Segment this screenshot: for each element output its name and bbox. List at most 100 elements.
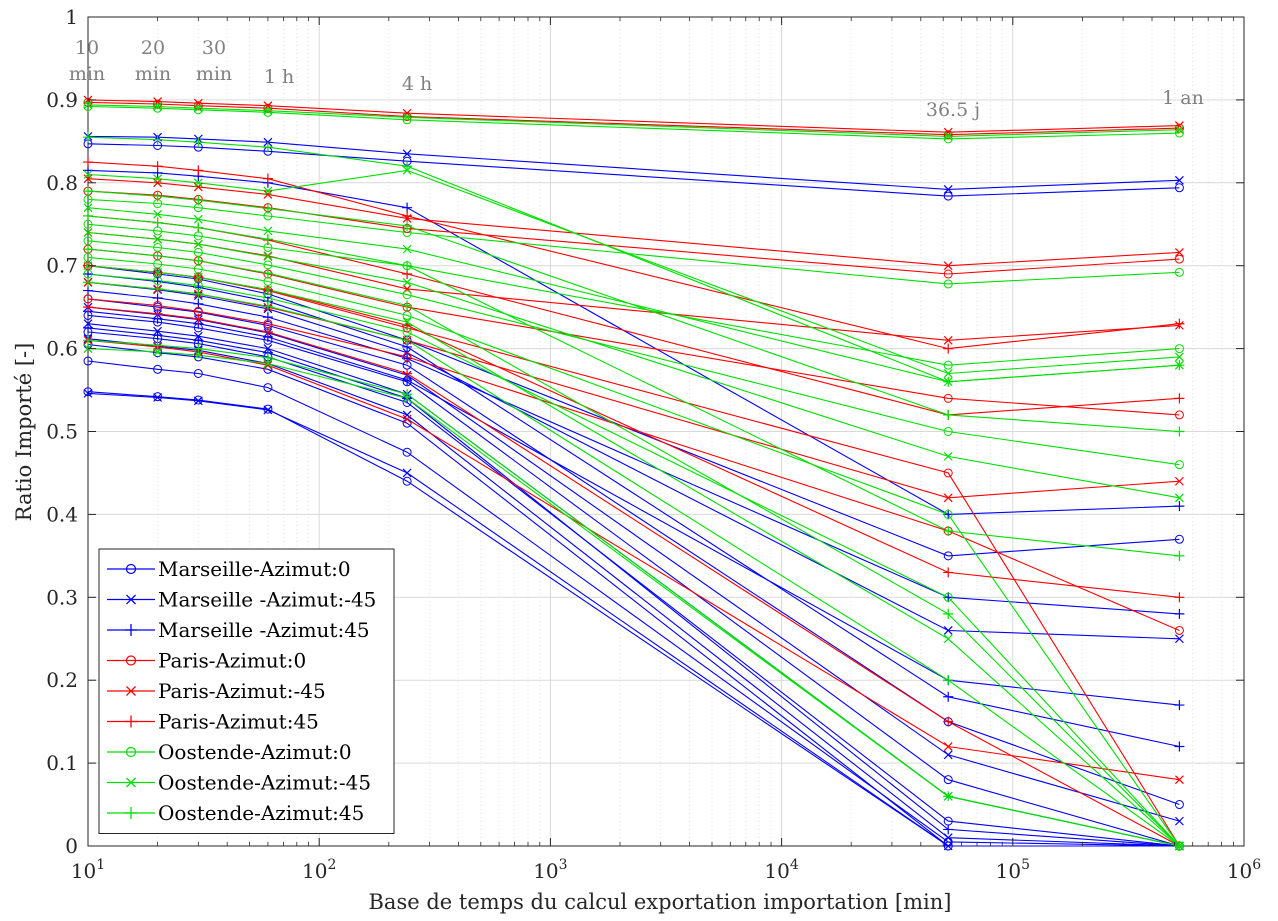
data-point	[943, 127, 953, 137]
data-point	[1174, 816, 1184, 826]
data-point	[83, 100, 93, 110]
data-point	[943, 409, 954, 420]
data-point	[943, 841, 953, 851]
annotation-label: 1 h	[264, 66, 294, 88]
data-point	[943, 824, 954, 835]
data-point	[193, 103, 203, 113]
y-tick-label: 0	[65, 834, 78, 858]
data-point	[402, 290, 412, 300]
data-point	[1174, 248, 1184, 257]
data-point	[83, 157, 93, 168]
x-tick-label: 102	[302, 857, 336, 883]
data-point	[83, 174, 93, 184]
data-point	[153, 102, 163, 111]
data-point	[153, 103, 163, 113]
data-point	[83, 335, 93, 346]
data-point	[943, 451, 953, 461]
data-point	[943, 833, 953, 843]
annotation-label: min	[69, 63, 105, 85]
series-line	[87, 240, 1180, 466]
annotation-label: 20	[141, 37, 165, 59]
data-point	[83, 356, 93, 366]
data-point	[943, 791, 954, 802]
data-point	[153, 393, 163, 402]
legend-marker	[126, 594, 136, 605]
data-point	[1174, 318, 1185, 329]
annotations: 10 min 20 min 30 min 1 h 4 h 36.5 j 1 an	[69, 37, 1204, 121]
y-tick-label: 0.7	[46, 254, 78, 278]
data-point	[263, 383, 273, 393]
data-point	[152, 191, 163, 202]
data-point	[83, 277, 93, 288]
data-point	[402, 447, 412, 457]
data-point	[262, 312, 273, 323]
data-point	[943, 130, 953, 140]
data-point	[263, 359, 273, 368]
data-point	[153, 209, 163, 219]
data-point	[153, 99, 163, 109]
data-point	[943, 269, 953, 279]
data-point	[153, 392, 163, 402]
data-point	[263, 226, 273, 236]
legend-entry-label: Marseille -Azimut:45	[158, 618, 370, 642]
y-tick-label: 0.3	[46, 585, 78, 609]
data-point	[1174, 550, 1185, 561]
data-point	[193, 182, 203, 192]
data-point	[402, 115, 412, 125]
y-tick-label: 1	[65, 5, 78, 29]
data-point	[943, 343, 954, 354]
data-point	[1174, 183, 1184, 193]
data-point	[943, 742, 953, 751]
y-tick-label: 0.5	[46, 420, 78, 444]
data-point	[943, 750, 953, 760]
data-point	[83, 97, 93, 107]
legend-marker	[125, 807, 137, 819]
data-point	[943, 335, 953, 345]
data-point	[1174, 254, 1184, 264]
data-point	[83, 388, 93, 398]
data-point	[262, 142, 273, 153]
data-point	[1174, 841, 1185, 851]
data-point	[1174, 634, 1184, 644]
data-point	[262, 268, 273, 279]
data-point	[263, 107, 273, 117]
data-point	[1174, 476, 1184, 486]
data-point	[943, 551, 953, 561]
data-point	[153, 234, 163, 244]
data-point	[193, 272, 203, 282]
data-point	[83, 102, 93, 112]
data-point	[193, 222, 204, 233]
data-point	[1174, 410, 1184, 420]
data-point	[943, 261, 953, 271]
data-point	[262, 234, 273, 245]
legend-entry-label: Marseille-Azimut:0	[158, 557, 351, 581]
data-point	[193, 350, 203, 360]
data-point	[1174, 608, 1185, 619]
data-point	[1174, 360, 1185, 371]
data-point	[943, 841, 953, 851]
data-point	[193, 101, 203, 111]
data-point	[943, 427, 953, 436]
data-point	[193, 105, 203, 115]
data-point	[943, 509, 953, 519]
data-point	[83, 170, 93, 179]
data-point	[402, 476, 412, 486]
annotation-label: 36.5 j	[926, 99, 980, 121]
legend: Marseille-Azimut:0 Marseille -Azimut:-45 M…	[98, 548, 395, 834]
data-point	[402, 389, 413, 400]
data-point	[152, 250, 163, 261]
data-point	[943, 279, 953, 289]
data-point	[193, 255, 204, 266]
data-point	[193, 239, 203, 249]
data-point	[262, 327, 273, 338]
y-tick-label: 0.8	[46, 171, 78, 195]
data-point	[943, 185, 953, 194]
data-point	[83, 244, 93, 255]
data-point	[263, 103, 273, 113]
data-point	[193, 195, 204, 206]
data-point	[943, 369, 953, 378]
data-point	[943, 468, 953, 478]
data-point	[402, 335, 413, 346]
data-point	[193, 313, 204, 324]
data-point	[1174, 352, 1184, 362]
